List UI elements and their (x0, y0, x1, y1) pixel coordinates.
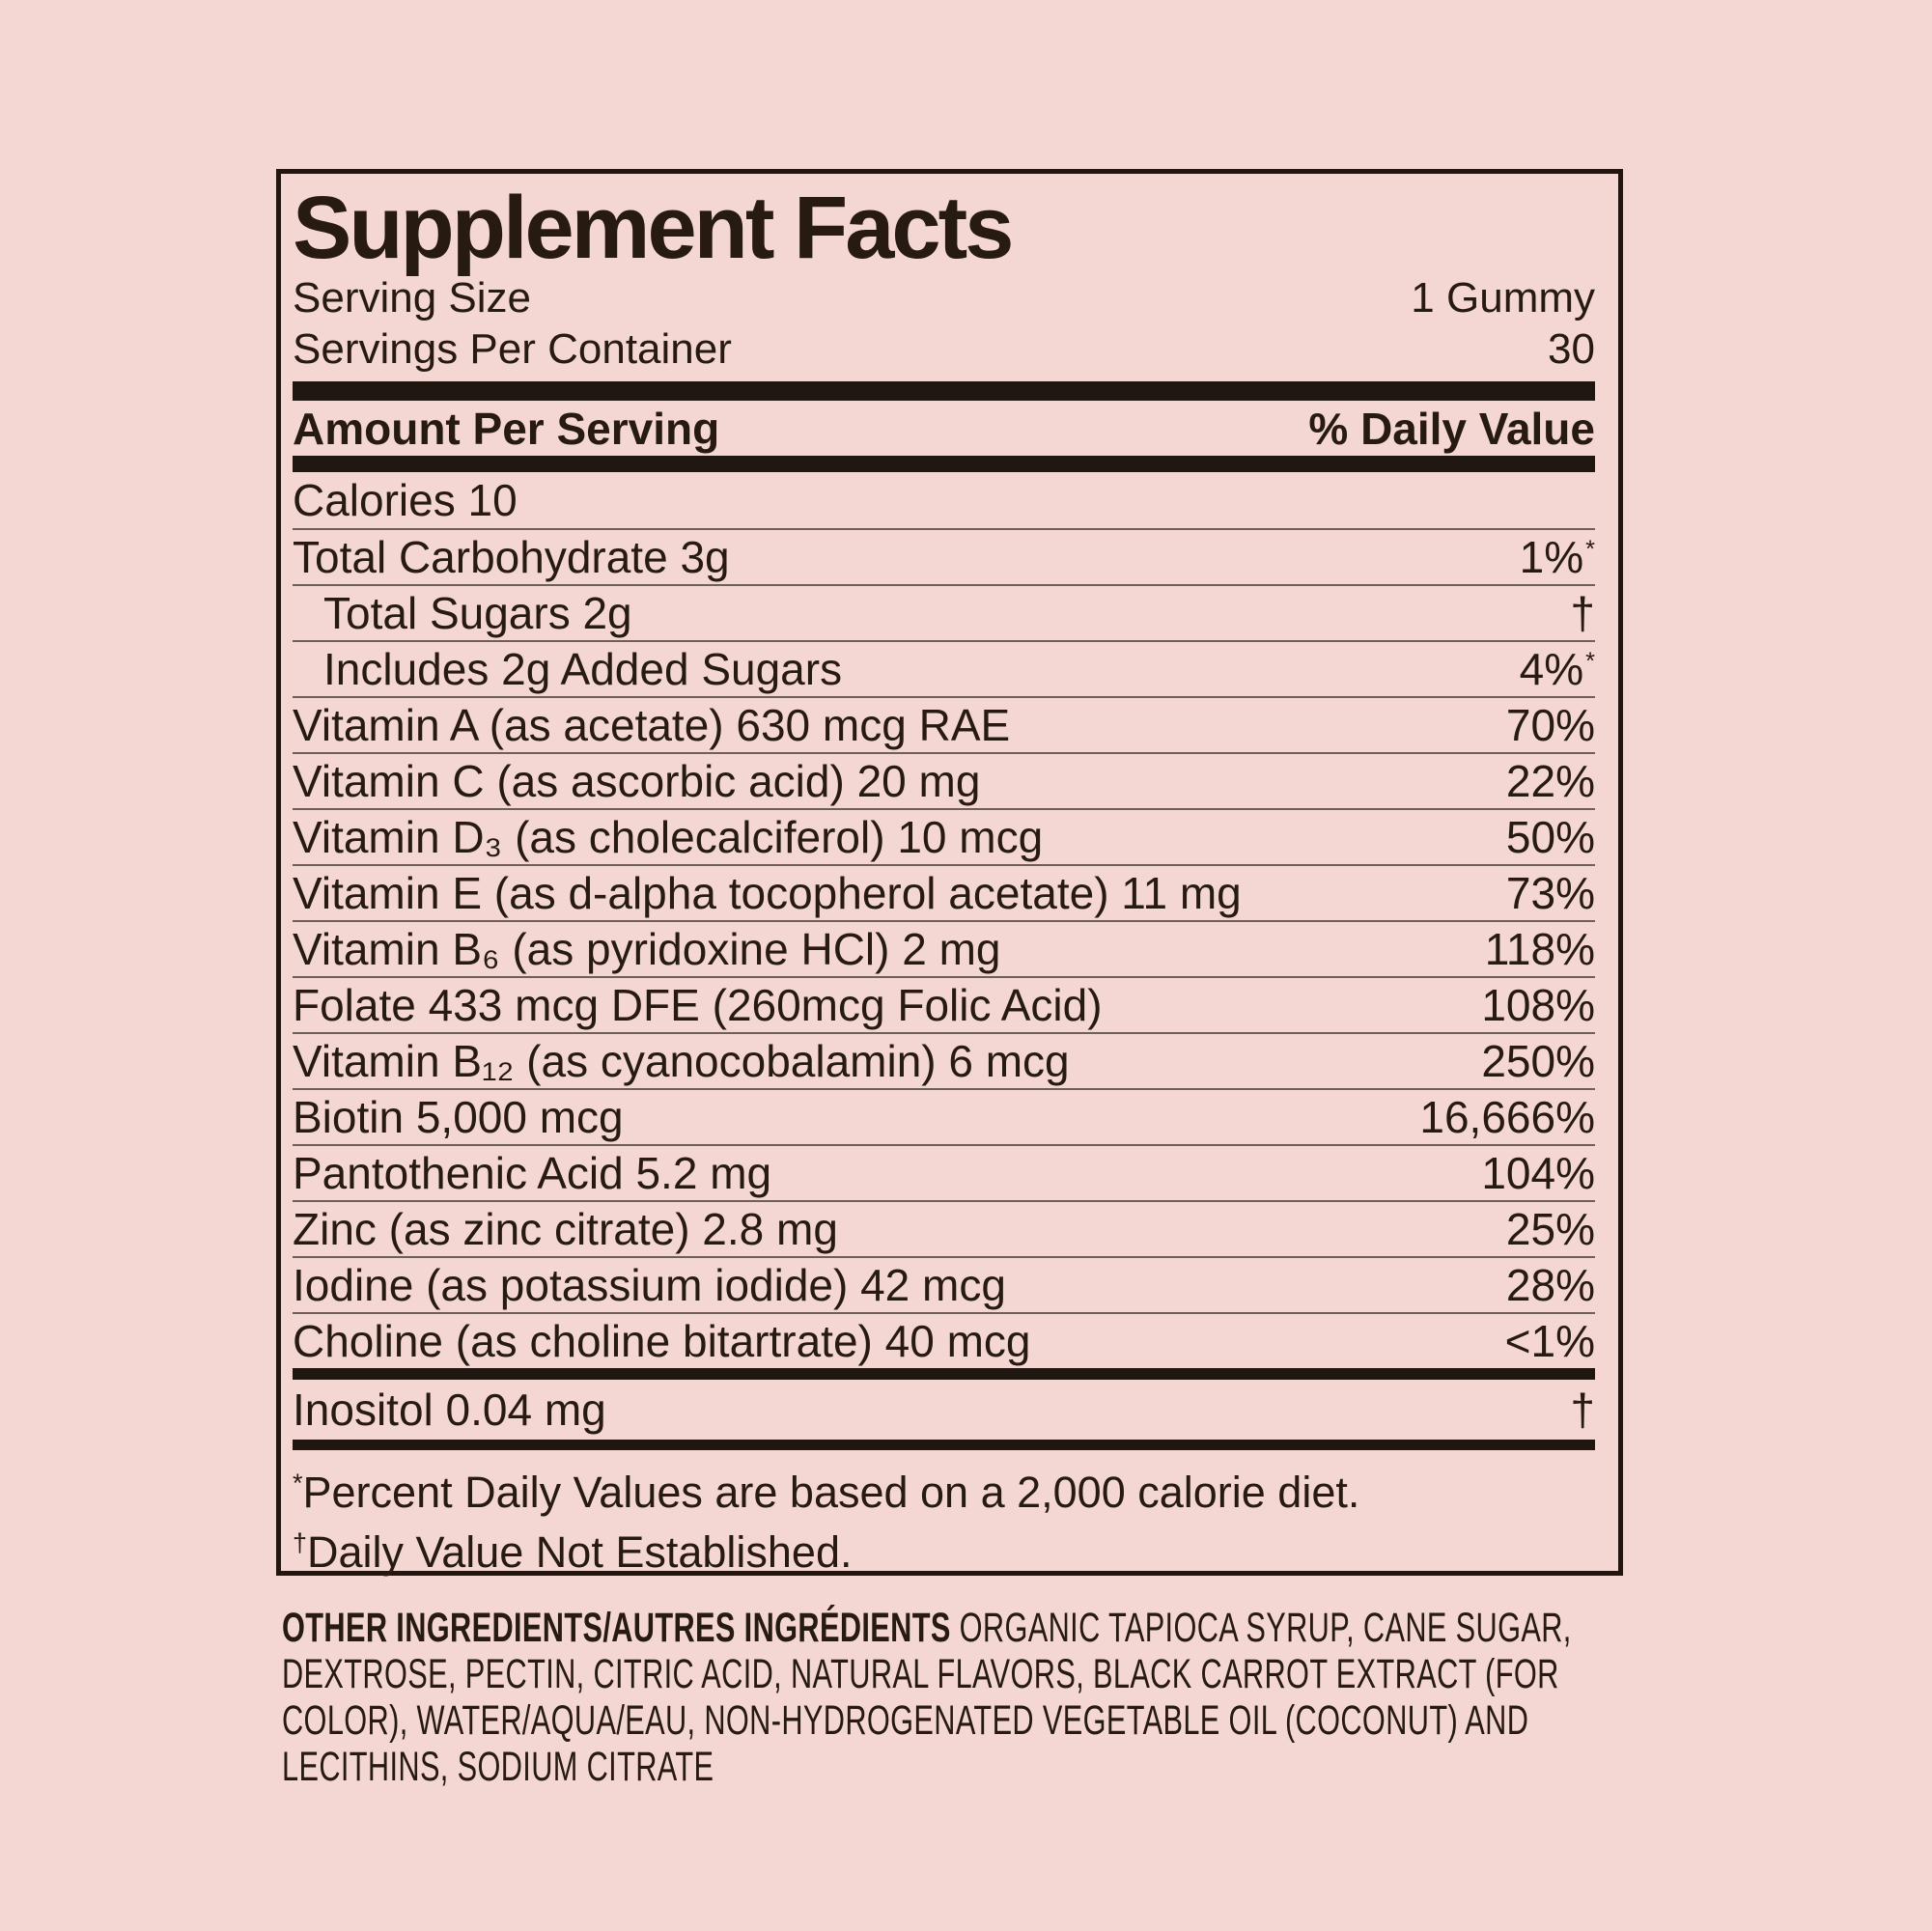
nutrient-daily-value: 28% (1505, 1260, 1595, 1310)
daily-value-footnote-marker: * (1585, 647, 1595, 675)
nutrient-row: Total Carbohydrate 3g 1%* (293, 528, 1595, 584)
footnote-text: Daily Value Not Established. (307, 1527, 853, 1577)
amount-per-serving-header: Amount Per Serving (293, 403, 720, 454)
other-ingredients-block: OTHER INGREDIENTS/AUTRES INGRÉDIENTS ORG… (282, 1605, 1645, 1790)
servings-per-container-value: 30 (1548, 325, 1595, 373)
nutrient-name: Vitamin C (as ascorbic acid) 20 mg (293, 756, 981, 806)
nutrient-daily-value: 73% (1505, 868, 1595, 918)
nutrient-row: Vitamin E (as d-alpha tocopherol acetate… (293, 864, 1595, 920)
nutrient-row: Total Sugars 2g † (293, 584, 1595, 640)
nutrient-daily-value: 104% (1481, 1148, 1595, 1198)
nutrient-name: Vitamin A (as acetate) 630 mcg RAE (293, 700, 1011, 750)
panel-title: Supplement Facts (293, 179, 1014, 277)
nutrient-name: Vitamin B₆ (as pyridoxine HCl) 2 mg (293, 924, 1001, 974)
footnote-symbol: * (293, 1469, 303, 1497)
nutrient-name: Pantothenic Acid 5.2 mg (293, 1148, 772, 1198)
nutrient-daily-value: 50% (1505, 812, 1595, 862)
nutrient-daily-value: 250% (1481, 1036, 1595, 1086)
thick-divider-bar (293, 1440, 1595, 1450)
column-headers-row: Amount Per Serving % Daily Value (293, 401, 1595, 456)
nutrient-daily-value: 4%* (1519, 644, 1595, 694)
footnote-line: *Percent Daily Values are based on a 2,0… (293, 1458, 1595, 1518)
serving-size-value: 1 Gummy (1411, 274, 1595, 322)
nutrient-row: Calories 10 (293, 472, 1595, 528)
nutrient-row: Zinc (as zinc citrate) 2.8 mg 25% (293, 1200, 1595, 1256)
footnotes: *Percent Daily Values are based on a 2,0… (293, 1458, 1595, 1578)
other-ingredients-text: ORGANIC TAPIOCA SYRUP, CANE SUGAR, DEXTR… (282, 1605, 1572, 1790)
nutrient-daily-value: 1%* (1519, 532, 1595, 582)
nutrient-row: Choline (as choline bitartrate) 40 mcg <… (293, 1312, 1595, 1368)
nutrient-row: Vitamin B₁₂ (as cyanocobalamin) 6 mcg 25… (293, 1032, 1595, 1088)
nutrient-name: Zinc (as zinc citrate) 2.8 mg (293, 1204, 838, 1254)
nutrient-row: Pantothenic Acid 5.2 mg 104% (293, 1144, 1595, 1200)
daily-value-header: % Daily Value (1308, 403, 1595, 454)
nutrient-row: Biotin 5,000 mcg 16,666% (293, 1088, 1595, 1144)
thick-divider-bar (293, 1368, 1595, 1380)
nutrient-name: Iodine (as potassium iodide) 42 mcg (293, 1260, 1006, 1310)
servings-per-container-row: Servings Per Container 30 (293, 323, 1595, 375)
nutrient-name: Folate 433 mcg DFE (260mcg Folic Acid) (293, 980, 1103, 1030)
nutrient-daily-value: <1% (1504, 1316, 1595, 1366)
nutrient-row: Folate 433 mcg DFE (260mcg Folic Acid) 1… (293, 976, 1595, 1032)
nutrient-row: Vitamin D₃ (as cholecalciferol) 10 mcg 5… (293, 808, 1595, 864)
nutrient-name: Vitamin E (as d-alpha tocopherol acetate… (293, 868, 1242, 918)
nutrient-daily-value: 118% (1484, 924, 1595, 974)
nutrient-daily-value: 108% (1481, 980, 1595, 1030)
nutrient-name: Inositol 0.04 mg (293, 1385, 606, 1435)
thick-divider-bar (293, 381, 1595, 401)
nutrient-daily-value: 25% (1505, 1204, 1595, 1254)
nutrient-name: Includes 2g Added Sugars (323, 644, 843, 694)
nutrient-rows: Calories 10 Total Carbohydrate 3g 1%* To… (293, 472, 1595, 1368)
nutrient-daily-value: 70% (1505, 700, 1595, 750)
serving-size-row: Serving Size 1 Gummy (293, 272, 1595, 323)
nutrient-name: Total Carbohydrate 3g (293, 532, 730, 582)
nutrient-name: Total Sugars 2g (323, 588, 632, 638)
nutrient-row: Vitamin A (as acetate) 630 mcg RAE 70% (293, 696, 1595, 752)
thick-divider-bar (293, 456, 1595, 472)
nutrient-row: Includes 2g Added Sugars 4%* (293, 640, 1595, 696)
supplement-facts-panel: Supplement Facts Serving Size 1 Gummy Se… (276, 169, 1623, 1578)
nutrient-row: Iodine (as potassium iodide) 42 mcg 28% (293, 1256, 1595, 1312)
nutrient-daily-value: 16,666% (1419, 1092, 1595, 1142)
footnote-text: Percent Daily Values are based on a 2,00… (302, 1468, 1360, 1517)
nutrient-daily-value: † (1570, 588, 1595, 638)
nutrient-name: Vitamin B₁₂ (as cyanocobalamin) 6 mcg (293, 1036, 1070, 1086)
serving-size-label: Serving Size (293, 274, 532, 322)
nutrient-daily-value: † (1570, 1385, 1595, 1435)
nutrient-row: Inositol 0.04 mg † (293, 1380, 1595, 1440)
nutrient-name: Biotin 5,000 mcg (293, 1092, 624, 1142)
footnote-symbol: † (293, 1528, 308, 1557)
servings-per-container-label: Servings Per Container (293, 325, 732, 373)
daily-value-footnote-marker: * (1585, 535, 1595, 563)
nutrient-name: Calories 10 (293, 475, 518, 525)
nutrient-daily-value: 22% (1505, 756, 1595, 806)
extra-nutrient-rows: Inositol 0.04 mg † (293, 1380, 1595, 1440)
nutrient-row: Vitamin B₆ (as pyridoxine HCl) 2 mg 118% (293, 920, 1595, 976)
nutrient-name: Choline (as choline bitartrate) 40 mcg (293, 1316, 1031, 1366)
other-ingredients-heading: OTHER INGREDIENTS/AUTRES INGRÉDIENTS (282, 1605, 951, 1651)
footnote-line: †Daily Value Not Established. (293, 1518, 1595, 1578)
nutrient-row: Vitamin C (as ascorbic acid) 20 mg 22% (293, 752, 1595, 808)
nutrient-name: Vitamin D₃ (as cholecalciferol) 10 mcg (293, 812, 1044, 862)
